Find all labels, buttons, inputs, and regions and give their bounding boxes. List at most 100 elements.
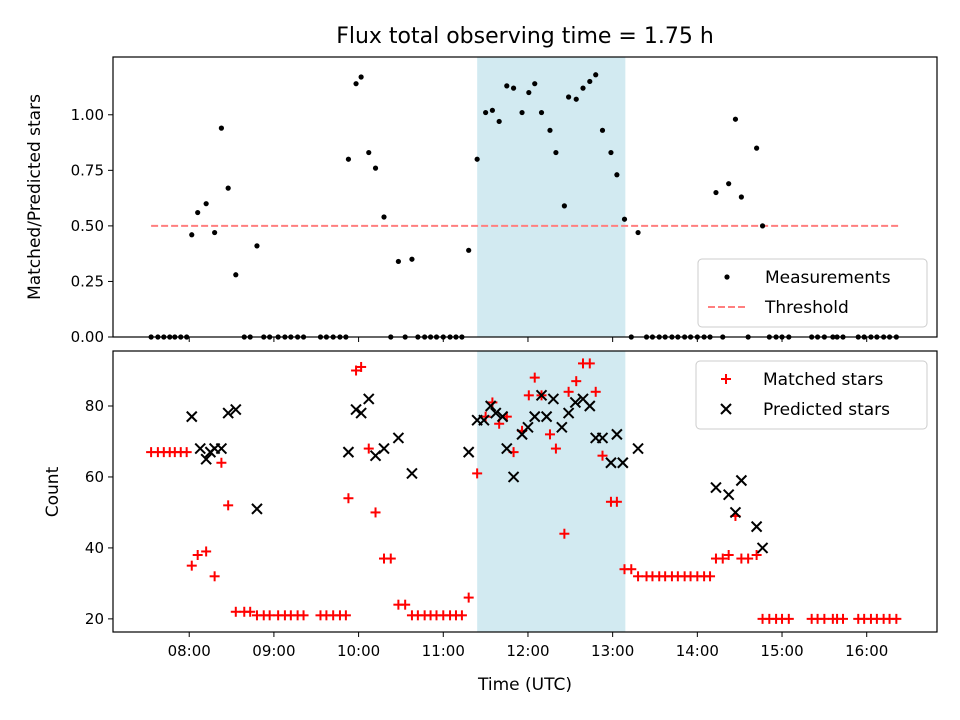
predicted-point-32-b [562,407,575,419]
predicted-point-29-b [540,410,553,423]
matched-point-31 [356,361,367,372]
chart-title: Flux total observing time = 1.75 h [336,24,714,49]
matched-point-10 [209,571,220,582]
x-tick-label-0: 08:00 [168,642,211,660]
predicted-point-0 [186,410,198,423]
predicted-point-10 [350,403,362,416]
predicted-point-24-b [507,471,520,483]
predicted-point-41-b [632,442,644,455]
predicted-point-6 [222,407,234,419]
measurement-point-57 [538,109,545,116]
predicted-point-8 [251,503,263,515]
predicted-point-47 [756,542,769,554]
predicted-point-19 [478,414,490,426]
predicted-point-47-b [756,542,769,554]
predicted-point-22 [496,410,509,423]
predicted-point-37-b [596,432,609,444]
observing-window-span-bottom [477,351,626,632]
measurement-point-47 [466,247,472,253]
bottom-legend: Matched stars Predicted stars [695,360,928,430]
measurement-point-11 [218,125,224,131]
predicted-point-45-b [735,474,748,487]
matched-point-64 [584,358,595,369]
predicted-point-38-b [605,457,617,469]
measurement-point-52 [504,83,510,89]
measurement-point-65 [593,72,599,78]
predicted-point-11-b [355,407,367,419]
top-y-tick-label-3: 0.75 [71,161,104,179]
matched-point-56 [529,372,540,383]
measurement-point-62 [573,96,579,102]
measurement-point-83 [713,189,719,196]
matched-point-6 [181,447,192,458]
x-tick-label-2: 10:00 [337,642,380,660]
predicted-point-28 [535,389,548,402]
measurement-point-29 [345,156,352,162]
matched-point-66 [597,450,608,461]
matched-point-89 [751,550,762,561]
measurement-point-7 [189,232,195,238]
predicted-point-7-b [230,403,242,416]
measurement-point-9 [203,201,209,207]
matched-point-100 [837,613,848,624]
measurement-point-85 [726,181,732,187]
matched-point-55 [523,390,534,401]
matched-point-59 [550,443,561,454]
predicted-point-19-b [478,414,490,426]
legend-threshold-label: Threshold [764,298,849,318]
matched-point-15 [245,606,256,617]
predicted-point-12-b [363,393,375,405]
measurement-point-10 [212,229,218,236]
predicted-point-6-b [222,407,234,419]
predicted-point-43-b [722,488,735,501]
predicted-point-20-b [484,400,497,412]
measurement-point-34 [381,214,387,220]
legend-plus-glyph [721,374,731,384]
matched-point-28 [340,610,351,621]
top-y-tick-label-1: 0.25 [71,272,104,290]
measurement-point-33 [372,165,379,171]
predicted-point-14-b [378,442,390,455]
bottom-y-tick-label-2: 60 [85,468,104,486]
matched-point-23 [298,610,309,621]
matched-point-8 [192,550,203,561]
predicted-point-46 [750,520,763,533]
predicted-point-20 [484,400,497,412]
predicted-point-15 [392,432,405,444]
matched-point-30 [351,365,362,376]
x-axis-label: Time (UTC) [477,675,572,695]
predicted-point-30 [547,393,560,405]
bottom-y-tick-label-1: 40 [85,539,104,557]
x-tick-label-7: 15:00 [760,642,803,660]
predicted-point-28-b [535,389,548,402]
matched-point-49 [480,411,491,422]
observing-window-span-top [477,57,626,337]
matched-point-33 [370,507,381,518]
predicted-point-12 [363,393,375,405]
measurement-point-66 [599,127,606,133]
matched-point-60 [559,528,570,539]
predicted-point-31-b [556,421,568,433]
matched-point-11 [216,457,227,468]
matched-point-48 [472,468,483,479]
matched-point-94 [783,613,794,624]
measurement-point-64 [587,78,593,85]
predicted-point-1 [194,442,206,455]
measurement-point-67 [608,149,614,156]
predicted-point-31 [556,421,568,433]
measurement-point-59 [553,149,559,156]
predicted-point-42-b [710,481,722,494]
predicted-point-2-b [200,453,212,465]
matched-point-46 [456,610,467,621]
top-y-axis-label: Matched/Predicted stars [25,94,45,300]
predicted-point-44-b [729,506,742,519]
measurement-point-51 [496,118,502,125]
x-tick-label-5: 13:00 [591,642,634,660]
predicted-point-10-b [350,403,362,416]
predicted-point-7 [230,403,242,416]
bottom-plot-frame [112,350,938,633]
axis-ticks: 08:00 09:00 10:00 11:00 12:00 13:00 14:00 15:00… [71,106,889,660]
bottom-plot-marks [146,358,902,624]
matched-point-12 [223,500,234,511]
matched-point-61 [563,386,574,397]
